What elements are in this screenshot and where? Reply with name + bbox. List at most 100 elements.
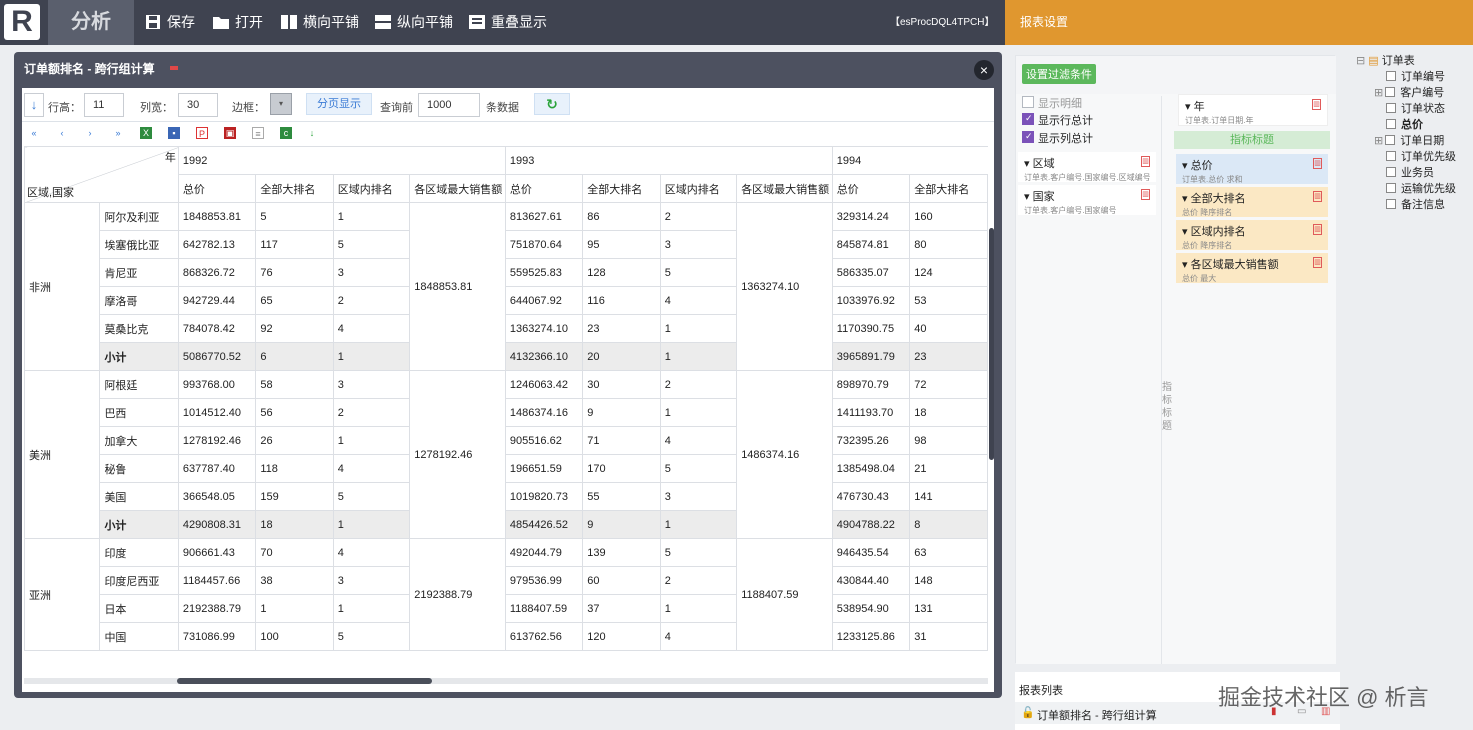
value-cell: 1 (659, 510, 738, 539)
country-cell: 印度尼西亚 (99, 566, 179, 595)
vertical-scrollbar[interactable] (989, 228, 994, 460)
filter-button[interactable]: 设置过滤条件 (1022, 64, 1096, 84)
last-page-icon[interactable]: » (115, 128, 121, 138)
save-button[interactable]: 保存 (145, 0, 195, 45)
value-cell: 5 (659, 538, 738, 567)
value-cell: 131 (909, 594, 988, 623)
tree-item[interactable]: 业务员 (1386, 164, 1434, 180)
show-row-total-checkbox[interactable] (1022, 113, 1034, 125)
corner-top-label: 年 (164, 152, 176, 164)
v-tile-button[interactable]: 纵向平铺 (375, 0, 453, 45)
cascade-button[interactable]: 重叠显示 (469, 0, 547, 45)
value-cell: 118 (255, 454, 334, 483)
text-icon[interactable]: ≡ (252, 127, 264, 139)
value-cell: 5 (986, 482, 988, 511)
row-height-input[interactable]: 11 (84, 93, 124, 117)
next-page-icon[interactable]: › (88, 128, 92, 138)
query-count-input[interactable]: 1000 (418, 93, 480, 117)
value-cell: 141 (909, 482, 988, 511)
delete-icon[interactable]: ▥ (1141, 156, 1150, 167)
pivot-grid: 年区域,国家 1992 1993 1994 总价 全部大排名 区域内排名 各区域最大销售额 总价… (24, 146, 988, 676)
trash-icon[interactable]: ▥ (1321, 706, 1331, 717)
value-cell: 21 (909, 454, 988, 483)
download-icon[interactable]: ↓ (309, 128, 315, 138)
h-tile-button[interactable]: 横向平铺 (281, 0, 359, 45)
sort-icon[interactable]: ↓ (24, 93, 44, 117)
delete-icon[interactable]: ▥ (1312, 99, 1321, 110)
rows-icon (375, 2, 391, 29)
value-cell: 3 (986, 594, 988, 623)
measure-card[interactable]: ▾ 各区域最大销售额 总价 最大 ▥ (1176, 253, 1328, 283)
delete-icon[interactable]: ▥ (1313, 158, 1322, 169)
value-cell: 76 (255, 258, 334, 287)
delete-icon[interactable]: ▥ (1313, 224, 1322, 235)
value-cell: 586335.07 (831, 258, 911, 287)
value-cell: 4 (332, 454, 411, 483)
tree-item[interactable]: 运输优先级 (1386, 180, 1456, 196)
prev-page-icon[interactable]: ‹ (60, 128, 64, 138)
first-page-icon[interactable]: « (31, 128, 37, 138)
value-cell: 4 (986, 258, 988, 287)
close-icon[interactable]: × (974, 60, 994, 80)
tree-item[interactable]: 订单状态 (1386, 100, 1445, 116)
delete-icon[interactable]: ▥ (1313, 257, 1322, 268)
tree-item[interactable]: 备注信息 (1386, 196, 1445, 212)
tree-item[interactable]: 订单编号 (1386, 68, 1445, 84)
measure-card[interactable]: ▾ 全部大排名 总价 降序排名 ▥ (1176, 187, 1328, 217)
measure-card[interactable]: ▾ 区域内排名 总价 降序排名 ▥ (1176, 220, 1328, 250)
delete-icon[interactable]: ▥ (1141, 189, 1150, 200)
value-cell: 5 (332, 622, 411, 651)
horizontal-scrollbar[interactable] (177, 678, 432, 684)
copy-icon[interactable]: ▭ (1297, 706, 1307, 717)
measure-card[interactable]: ▾ 总价 订单表.总价 求和 ▥ (1176, 154, 1328, 184)
value-cell: 906661.43 (177, 538, 257, 567)
col-width-input[interactable]: 30 (178, 93, 218, 117)
tree-item[interactable]: ⊞ 订单日期 (1374, 135, 1445, 147)
value-cell: 1246063.42 (504, 370, 584, 399)
csv-icon[interactable]: c (280, 127, 292, 139)
expand-icon[interactable]: ⊞ (1374, 135, 1384, 147)
open-button[interactable]: 打开 (213, 0, 263, 45)
row-dim-card[interactable]: ▾ 国家 订单表.客户编号.国家编号 ▥ (1018, 185, 1156, 215)
refresh-icon[interactable]: ↻ (534, 93, 570, 115)
chart-icon[interactable]: ▮ (1271, 706, 1277, 717)
app-title[interactable]: 分析 (48, 0, 134, 45)
tree-item[interactable]: 订单优先级 (1386, 148, 1456, 164)
value-cell: 70 (255, 538, 334, 567)
tree-item[interactable]: 总价 (1386, 116, 1423, 132)
value-cell: 1 (659, 342, 738, 371)
show-detail-checkbox[interactable] (1022, 96, 1034, 108)
value-cell: 1 (986, 342, 988, 371)
print-icon[interactable]: ▣ (224, 127, 236, 139)
show-col-total-checkbox[interactable] (1022, 131, 1034, 143)
report-list-item[interactable]: 🔓 订单额排名 - 跨行组计算 ▮ ▭ ▥ (1015, 702, 1340, 724)
tree-root[interactable]: ⊟ ▤ 订单表 (1356, 55, 1415, 67)
value-cell: 731086.99 (177, 622, 257, 651)
value-cell: 20 (582, 342, 661, 371)
page-display-button[interactable]: 分页显示 (306, 93, 372, 115)
expand-icon[interactable]: ⊞ (1374, 87, 1384, 99)
excel-icon[interactable]: X (140, 127, 152, 139)
tree-item[interactable]: ⊞ 客户编号 (1374, 87, 1445, 99)
delete-icon[interactable]: ▥ (1313, 191, 1322, 202)
save-excel-icon[interactable]: ▪ (168, 127, 180, 139)
value-cell: 2 (986, 454, 988, 483)
table-row: 莫桑比克 784078.42 92 4 1363274.10 23 1 1170390.75 4… (25, 314, 988, 343)
border-select[interactable]: ▾ (270, 93, 292, 115)
pin-icon[interactable] (170, 66, 178, 70)
value-cell: 1 (332, 426, 411, 455)
value-cell: 37 (582, 594, 661, 623)
value-cell: 1278192.46 (177, 426, 257, 455)
value-cell: 1 (986, 314, 988, 343)
value-cell: 1848853.81 (177, 202, 257, 231)
max-cell: 1188407.59 (736, 538, 833, 651)
table-row: 印度尼西亚 1184457.66 38 3 979536.99 60 2 430844.40 1… (25, 566, 988, 595)
col-dim-card[interactable]: ▾ 年 订单表.订单日期.年 ▥ (1178, 94, 1328, 126)
connection-select[interactable]: 【esProcDQL4TPCH】⌄ (890, 0, 1005, 73)
pdf-icon[interactable]: P (196, 127, 208, 139)
value-cell: 644067.92 (504, 286, 584, 315)
row-dim-card[interactable]: ▾ 区域 订单表.客户编号.国家编号.区域编号 ▥ (1018, 152, 1156, 182)
horizontal-scroll-track[interactable] (24, 678, 988, 684)
country-cell: 肯尼亚 (99, 258, 179, 287)
v-tile-label: 纵向平铺 (397, 14, 453, 30)
